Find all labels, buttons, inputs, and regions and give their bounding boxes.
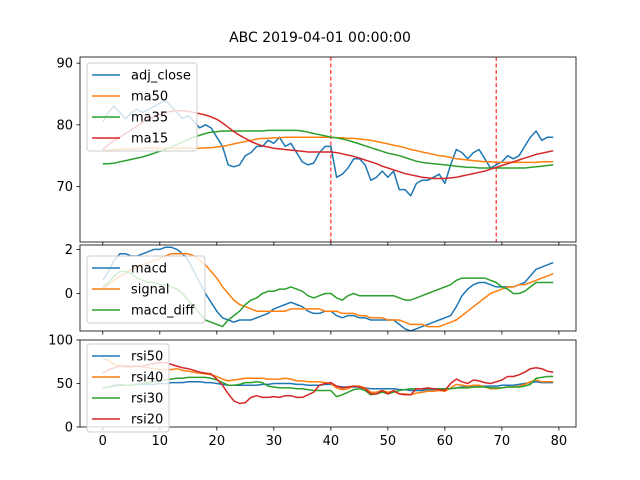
- legend: macd signal macd_diff: [86, 255, 206, 324]
- legend-label-signal: signal: [131, 283, 169, 298]
- axes-frame: [79, 56, 577, 243]
- xtick-label: 40: [323, 434, 340, 449]
- panel-macd: 0 2 macd signal macd_diff: [65, 243, 577, 335]
- legend-label-macd: macd: [131, 262, 167, 277]
- series-line-signal: [102, 253, 554, 328]
- xtick-label: 60: [437, 434, 454, 449]
- series-group: [102, 358, 554, 405]
- legend-label-macd_diff: macd_diff: [131, 304, 195, 319]
- legend-label-rsi30: rsi30: [131, 392, 163, 407]
- xtick-label: 80: [551, 434, 568, 449]
- legend-label-rsi40: rsi40: [131, 371, 163, 386]
- ytick-label: 70: [56, 180, 73, 195]
- chart-title: ABC 2019-04-01 00:00:00: [229, 30, 411, 46]
- legend-box: [86, 343, 170, 433]
- legend-label-ma15: ma15: [131, 132, 168, 147]
- ytick-label: 100: [48, 334, 73, 349]
- series-line-rsi20: [102, 361, 554, 405]
- legend-label-ma50: ma50: [131, 90, 168, 105]
- legend-box: [86, 62, 198, 152]
- legend-label-rsi20: rsi20: [131, 413, 163, 428]
- xtick-label: 10: [152, 434, 169, 449]
- ytick-label: 90: [56, 57, 73, 72]
- xtick-label: 70: [494, 434, 511, 449]
- ytick-label: 80: [56, 118, 73, 133]
- legend: rsi50 rsi40 rsi30 rsi20: [86, 343, 170, 433]
- ytick-label: 2: [65, 243, 73, 258]
- axes-frame: [79, 244, 577, 332]
- legend-box: [86, 255, 206, 324]
- xtick-label: 30: [266, 434, 283, 449]
- legend-label-ma35: ma35: [131, 111, 168, 126]
- ytick-label: 0: [65, 287, 73, 302]
- panel-price: 70 80 90 adj_close ma50 ma35 ma15: [56, 56, 577, 246]
- xtick-label: 20: [209, 434, 226, 449]
- xtick-label: 50: [380, 434, 397, 449]
- ytick-label: 50: [56, 377, 73, 392]
- legend: adj_close ma50 ma35 ma15: [86, 62, 198, 152]
- ytick-label: 0: [65, 421, 73, 436]
- legend-label-adj_close: adj_close: [131, 69, 191, 84]
- xtick-label: 0: [99, 434, 107, 449]
- legend-label-rsi50: rsi50: [131, 350, 163, 365]
- series-line-rsi30: [102, 375, 554, 398]
